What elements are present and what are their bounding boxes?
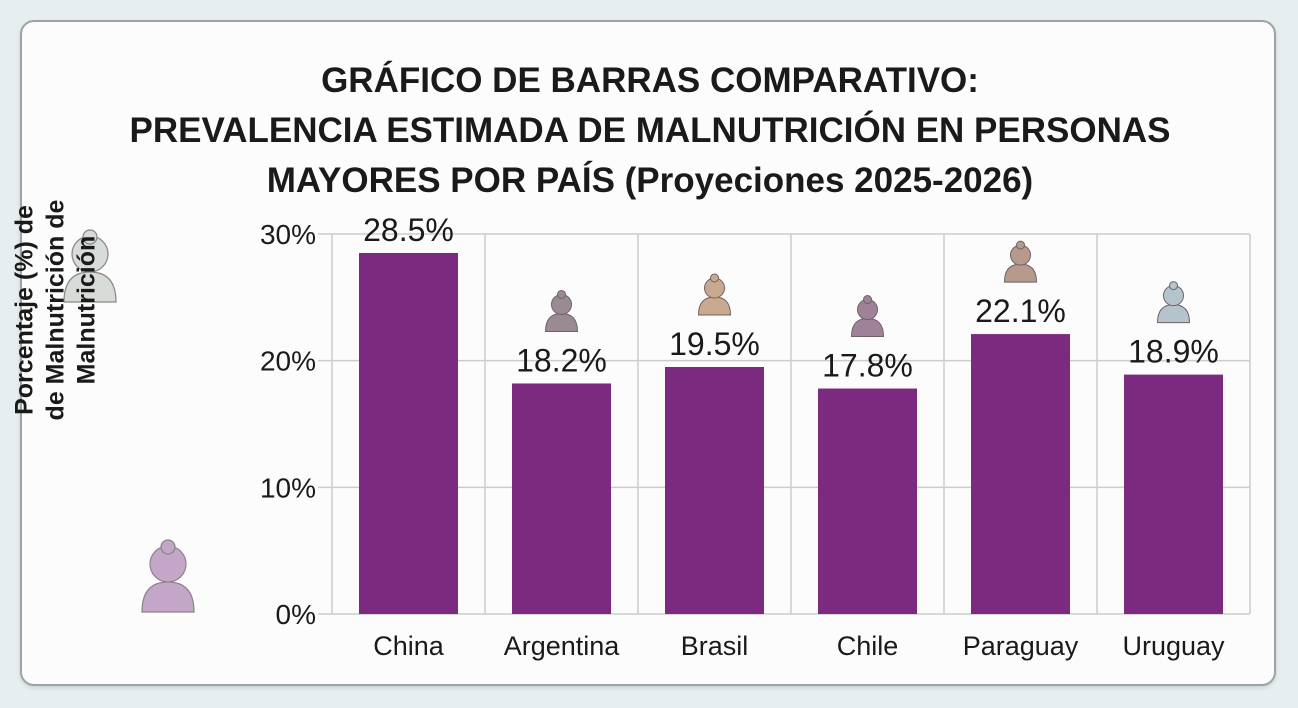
bar-paraguay [971, 334, 1070, 614]
y-axis-label-line-2: de Malnutrición de [41, 199, 70, 421]
bar-uruguay [1124, 374, 1223, 614]
y-tick-label: 20% [260, 346, 316, 377]
x-tick-label-paraguay: Paraguay [963, 631, 1079, 661]
x-tick-label-chile: Chile [837, 631, 899, 661]
bar-chile [818, 388, 917, 614]
elderly-person-icon [544, 289, 579, 332]
chart-title-line-2: PREVALENCIA ESTIMADA DE MALNUTRICIÓN EN … [129, 111, 1171, 150]
bar-argentina [512, 383, 611, 614]
x-tick-label-uruguay: Uruguay [1122, 631, 1225, 661]
bar-brasil [665, 367, 764, 614]
chart-title: GRÁFICO DE BARRAS COMPARATIVO: PREVALENC… [22, 56, 1278, 206]
value-label-chile: 17.8% [822, 348, 913, 384]
value-label-argentina: 18.2% [516, 342, 607, 378]
elderly-woman-worried-icon [141, 539, 195, 613]
value-label-paraguay: 22.1% [975, 293, 1066, 329]
elderly-person-icon [850, 295, 885, 338]
chart-title-line-3: MAYORES POR PAÍS (Proyeciones 2025-2026) [266, 161, 1034, 200]
x-tick-label-argentina: Argentina [504, 631, 621, 661]
elderly-person-icon [697, 273, 732, 316]
y-tick-label: 10% [260, 472, 316, 503]
value-label-uruguay: 18.9% [1128, 334, 1219, 370]
y-tick-label: 0% [276, 599, 316, 630]
bar-china [359, 253, 458, 614]
y-tick-label: 30% [260, 219, 316, 250]
y-axis-label: Porcentaje (%) de de Malnutrición de Mal… [10, 160, 103, 460]
chart-title-line-1: GRÁFICO DE BARRAS COMPARATIVO: [321, 61, 979, 100]
x-tick-label-brasil: Brasil [681, 631, 749, 661]
x-tick-label-china: China [373, 631, 445, 661]
value-label-brasil: 19.5% [669, 326, 760, 362]
y-axis-label-line-3: Malnutrición [72, 235, 101, 385]
value-label-china: 28.5% [363, 212, 454, 248]
elderly-woman-icon [63, 229, 117, 303]
y-axis-label-line-1: Porcentaje (%) de [10, 205, 39, 415]
elderly-person-icon [1156, 281, 1191, 324]
elderly-person-icon [1003, 240, 1038, 283]
